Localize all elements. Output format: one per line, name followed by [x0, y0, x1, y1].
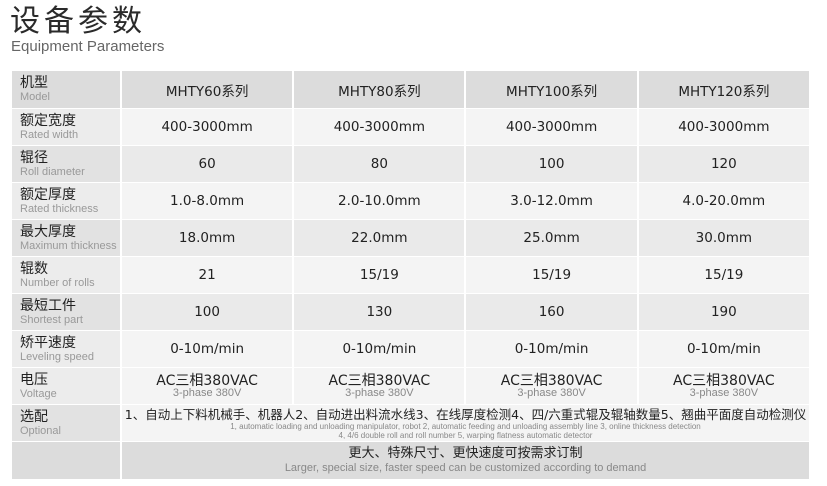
row-label: 最大厚度 Maximum thickness: [12, 220, 120, 256]
footer-text-cn: 更大、特殊尺寸、更快速度可按需求订制: [348, 446, 583, 461]
row-label: 机型 Model: [12, 71, 120, 108]
model-header: MHTY80系列: [294, 71, 465, 108]
row-label: 额定宽度 Rated width: [12, 109, 120, 145]
table-cell: 0-10m/min: [638, 331, 809, 367]
table-cell: 0-10m/min: [294, 331, 465, 367]
table-row: 最大厚度 Maximum thickness 18.0mm 22.0mm 25.0mm 3…: [12, 220, 809, 256]
model-header: MHTY100系列: [466, 71, 637, 108]
table-footer-row: 更大、特殊尺寸、更快速度可按需求订制 Larger, special size,…: [12, 442, 809, 479]
label-en: Leveling speed: [20, 350, 95, 363]
table-cell: 120: [638, 146, 809, 182]
table-cell: 15/19: [294, 257, 465, 293]
footer-text-en: Larger, special size, faster speed can b…: [284, 462, 647, 474]
label-en: Voltage: [20, 387, 57, 400]
optional-text-en: 4, 4/6 double roll and roll number 5, wa…: [338, 430, 593, 440]
label-cn: 额定厚度: [20, 186, 76, 203]
table-cell: AC三相380VAC 3-phase 380V: [466, 368, 637, 404]
label-cn: 矫平速度: [20, 334, 76, 351]
row-label: 额定厚度 Rated thickness: [12, 183, 120, 219]
page-title: 设备参数: [10, 4, 146, 39]
row-label: 矫平速度 Leveling speed: [12, 331, 120, 367]
label-cn: 辊径: [20, 149, 48, 166]
row-label: 辊数 Number of rolls: [12, 257, 120, 293]
table-header-row: 机型 Model MHTY60系列 MHTY80系列 MHTY100系列 MHTY…: [12, 71, 809, 108]
footer-cell: 更大、特殊尺寸、更快速度可按需求订制 Larger, special size,…: [122, 442, 809, 479]
label-en: Rated thickness: [20, 202, 99, 215]
voltage-value: AC三相380VAC: [673, 372, 775, 389]
model-header: MHTY120系列: [638, 71, 809, 108]
table-cell: 100: [466, 146, 637, 182]
voltage-value: AC三相380VAC: [328, 372, 431, 389]
table-row: 最短工件 Shortest part 100 130 160 190: [12, 294, 809, 330]
label-cn: 机型: [20, 75, 48, 91]
label-cn: 选配: [20, 408, 48, 425]
label-en: Number of rolls: [20, 276, 95, 289]
table-cell: AC三相380VAC 3-phase 380V: [638, 368, 809, 404]
optional-text-en: 1, automatic loading and unloading manip…: [230, 421, 701, 431]
optional-cell: 1、自动上下料机械手、机器人2、自动进出料流水线3、在线厚度检测4、四/六重式辊…: [122, 405, 809, 441]
page-subtitle: Equipment Parameters: [11, 38, 165, 55]
table-row: 辊数 Number of rolls 21 15/19 15/19 15/19: [12, 257, 809, 293]
table-cell: 0-10m/min: [122, 331, 293, 367]
table-cell: 100: [122, 294, 293, 330]
table-cell: 400-3000mm: [638, 109, 809, 145]
table-cell: 60: [122, 146, 293, 182]
voltage-value-en: 3-phase 380V: [172, 386, 242, 399]
table-cell: 18.0mm: [122, 220, 293, 256]
label-cn: 最大厚度: [20, 223, 76, 240]
row-label: 电压 Voltage: [12, 368, 120, 404]
table-cell: 15/19: [638, 257, 809, 293]
table-cell: 80: [294, 146, 465, 182]
label-en: Model: [20, 91, 50, 103]
label-cn: 额定宽度: [20, 112, 76, 129]
table-cell: 21: [122, 257, 293, 293]
table-row: 矫平速度 Leveling speed 0-10m/min 0-10m/min 0-10…: [12, 331, 809, 367]
table-row-optional: 选配 Optional 1、自动上下料机械手、机器人2、自动进出料流水线3、在线厚…: [12, 405, 809, 441]
label-cn: 电压: [20, 371, 48, 388]
table-cell: 15/19: [466, 257, 637, 293]
parameters-table: 机型 Model MHTY60系列 MHTY80系列 MHTY100系列 MHTY…: [10, 70, 811, 480]
voltage-value-en: 3-phase 380V: [517, 386, 586, 399]
model-header: MHTY60系列: [122, 71, 293, 108]
voltage-value: AC三相380VAC: [156, 372, 258, 389]
row-label: 最短工件 Shortest part: [12, 294, 120, 330]
table-cell: 3.0-12.0mm: [466, 183, 637, 219]
label-en: Maximum thickness: [20, 239, 117, 252]
table-cell: 160: [466, 294, 637, 330]
table-cell: 400-3000mm: [122, 109, 293, 145]
table-cell: 22.0mm: [294, 220, 465, 256]
label-en: Roll diameter: [20, 165, 85, 178]
table-row: 额定厚度 Rated thickness 1.0-8.0mm 2.0-10.0mm 3.…: [12, 183, 809, 219]
footer-label-empty: [12, 442, 120, 479]
table-cell: 2.0-10.0mm: [294, 183, 465, 219]
label-en: Optional: [20, 424, 61, 437]
table-cell: 190: [638, 294, 809, 330]
label-cn: 辊数: [20, 260, 48, 277]
label-en: Shortest part: [20, 313, 83, 326]
voltage-value-en: 3-phase 380V: [345, 386, 414, 399]
row-label: 选配 Optional: [12, 405, 120, 441]
voltage-value: AC三相380VAC: [500, 372, 603, 389]
table-cell: AC三相380VAC 3-phase 380V: [122, 368, 293, 404]
table-cell: 25.0mm: [466, 220, 637, 256]
table-cell: 400-3000mm: [294, 109, 465, 145]
table-row-voltage: 电压 Voltage AC三相380VAC 3-phase 380V AC三相380…: [12, 368, 809, 404]
table-cell: 30.0mm: [638, 220, 809, 256]
table-cell: 130: [294, 294, 465, 330]
table-cell: AC三相380VAC 3-phase 380V: [294, 368, 465, 404]
label-en: Rated width: [20, 128, 79, 141]
table-cell: 400-3000mm: [466, 109, 637, 145]
table-cell: 4.0-20.0mm: [638, 183, 809, 219]
optional-text-cn: 1、自动上下料机械手、机器人2、自动进出料流水线3、在线厚度检测4、四/六重式辊…: [124, 406, 807, 422]
label-cn: 最短工件: [20, 297, 76, 314]
table-row: 额定宽度 Rated width 400-3000mm 400-3000mm 400-3…: [12, 109, 809, 145]
table-cell: 1.0-8.0mm: [122, 183, 293, 219]
table-row: 辊径 Roll diameter 60 80 100 120: [12, 146, 809, 182]
table-cell: 0-10m/min: [466, 331, 637, 367]
voltage-value-en: 3-phase 380V: [689, 386, 759, 399]
row-label: 辊径 Roll diameter: [12, 146, 120, 182]
